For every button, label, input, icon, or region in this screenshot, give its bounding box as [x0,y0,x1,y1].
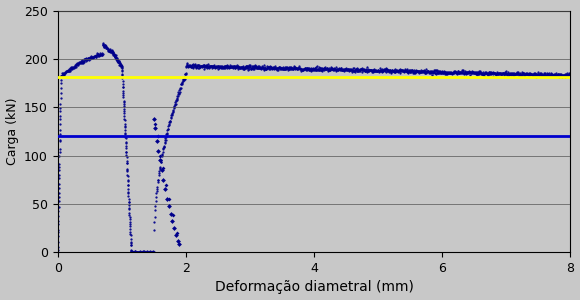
Point [166,211,175,216]
Point [175,242,184,247]
Point [168,219,177,224]
X-axis label: Deformação diametral (mm): Deformação diametral (mm) [215,280,414,294]
Point [153,134,162,139]
Point [155,158,165,163]
Y-axis label: Carga (kN): Carga (kN) [6,98,19,165]
Point [161,187,170,192]
Point [164,203,173,208]
Point [173,238,183,243]
Point [172,230,182,235]
Point [149,116,158,121]
Point [165,196,174,201]
Point [162,196,171,201]
Point [154,148,163,153]
Point [161,182,171,187]
Point [170,226,179,230]
Point [150,126,160,131]
Point [155,153,165,158]
Point [158,166,168,170]
Point [158,168,167,172]
Point [159,177,168,182]
Point [150,121,160,126]
Point [168,213,177,218]
Point [153,139,162,143]
Point [172,232,181,237]
